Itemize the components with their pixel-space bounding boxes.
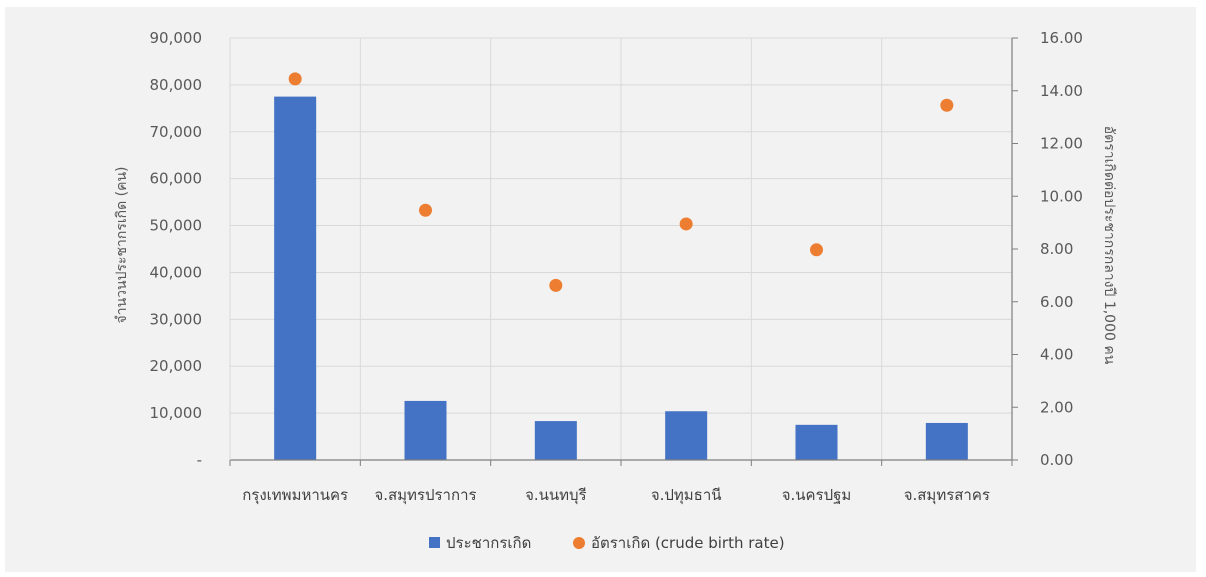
point-birth-rate	[288, 72, 302, 86]
legend-swatch-birth-rate	[573, 537, 585, 549]
legend-label-births: ประชากรเกิด	[446, 534, 531, 552]
y-left-tick-label: 30,000	[150, 310, 203, 328]
legend: ประชากรเกิด อัตราเกิด (crude birth rate)	[429, 534, 785, 552]
y-left-tick-label: 50,000	[150, 217, 203, 235]
bar-births	[925, 422, 968, 460]
chart-frame: - 10,000 20,000 30,000 40,000 50,000 60,000 70,…	[5, 7, 1196, 572]
y-right-axis-title: อัตราเกิดต่อประชากรกลางปี 1,000 คน	[1101, 126, 1117, 365]
x-category-label: กรุงเทพมหานคร	[242, 486, 348, 505]
gridlines	[229, 37, 1013, 460]
x-category-label: จ.นนทบุรี	[525, 486, 587, 505]
y-left-tick-label: 90,000	[150, 29, 203, 47]
x-category-label: จ.นครปฐม	[782, 486, 852, 504]
point-birth-rate	[419, 203, 432, 217]
y-right-tick-label: 12.00	[1040, 135, 1083, 153]
point-birth-rate	[810, 243, 823, 257]
tick-labels: - 10,000 20,000 30,000 40,000 50,000 60,000 70,…	[150, 29, 1083, 505]
bar-births	[274, 96, 317, 460]
bar-births	[534, 421, 577, 460]
y-right-tick-label: 16.00	[1040, 29, 1083, 47]
bar-series	[274, 96, 968, 460]
y-left-tick-label: 40,000	[150, 263, 203, 281]
y-left-tick-label: 10,000	[150, 404, 203, 422]
combo-chart: - 10,000 20,000 30,000 40,000 50,000 60,000 70,…	[114, 29, 1117, 552]
axes	[229, 37, 1018, 466]
y-right-tick-label: 6.00	[1040, 293, 1073, 311]
bar-births	[665, 411, 708, 460]
point-birth-rate	[679, 217, 693, 231]
point-birth-rate	[549, 278, 563, 292]
y-left-tick-label: 70,000	[150, 123, 203, 141]
bar-births	[795, 424, 838, 460]
y-left-tick-label: 20,000	[150, 357, 203, 375]
x-category-label: จ.สมุทรปราการ	[374, 486, 476, 505]
y-left-tick-label: 80,000	[150, 76, 203, 94]
y-left-axis-title: จำนวนประชากรเกิด (คน)	[114, 166, 130, 323]
point-birth-rate	[940, 98, 954, 112]
y-right-tick-label: 10.00	[1040, 187, 1083, 205]
legend-label-birth-rate: อัตราเกิด (crude birth rate)	[591, 534, 785, 552]
legend-swatch-births	[429, 537, 440, 548]
y-right-tick-label: 2.00	[1040, 398, 1073, 416]
x-category-label: จ.สมุทรสาคร	[904, 486, 990, 505]
x-category-label: จ.ปทุมธานี	[651, 486, 722, 505]
scatter-series	[288, 72, 954, 292]
y-right-tick-label: 4.00	[1040, 346, 1073, 364]
y-right-tick-label: 8.00	[1040, 240, 1073, 258]
y-right-tick-label: 0.00	[1040, 451, 1073, 469]
y-left-tick-label: 60,000	[150, 170, 203, 188]
y-right-tick-label: 14.00	[1040, 82, 1083, 100]
y-left-tick-label: -	[197, 451, 202, 469]
bar-births	[404, 400, 447, 460]
